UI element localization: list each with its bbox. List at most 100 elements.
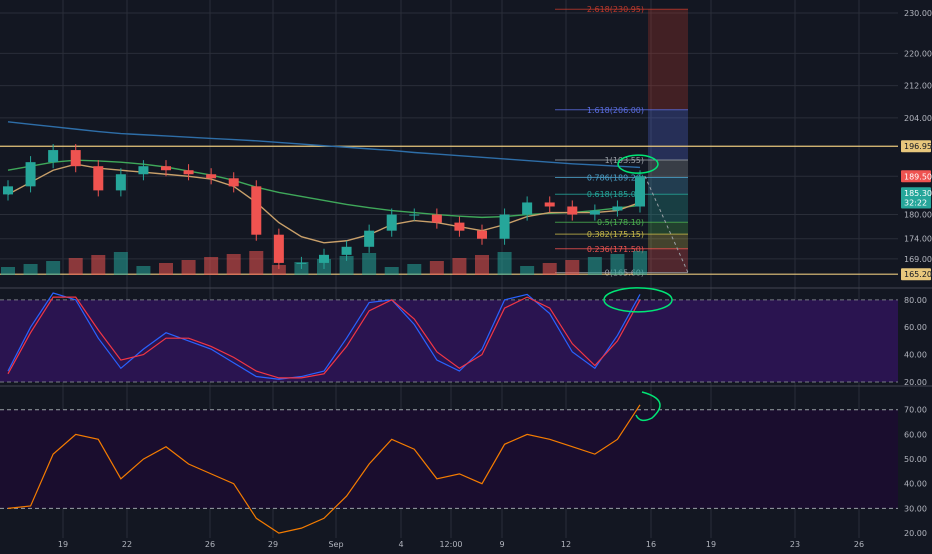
- price-axis-tick: 180.00: [904, 211, 932, 220]
- candle-body: [477, 230, 487, 239]
- volume-bar: [68, 258, 83, 275]
- volume-bar: [136, 266, 151, 275]
- price-badge-label: 196.95: [904, 142, 932, 151]
- candle-body: [386, 214, 397, 231]
- stoch-axis-tick: 80.00: [904, 296, 927, 305]
- moving-average-line: [7, 121, 641, 169]
- fib-level-label: 0.786(189.20): [587, 173, 644, 182]
- price-badge: [901, 196, 931, 209]
- annotation-circle: [603, 287, 673, 313]
- x-axis-label: 26: [205, 540, 215, 549]
- rsi-axis-tick: 20.00: [904, 529, 927, 538]
- candle-body: [319, 254, 329, 263]
- candle-body: [522, 202, 533, 215]
- stoch-axis-tick: 60.00: [904, 323, 927, 332]
- candle-body: [161, 166, 171, 171]
- price-badge-label: 165.20: [904, 270, 932, 279]
- x-axis-strip: [0, 538, 932, 550]
- candle-body: [228, 178, 239, 187]
- price-axis-tick: 169.00: [904, 255, 932, 264]
- candle-body: [273, 234, 284, 263]
- candle-body: [612, 206, 623, 211]
- rsi-line: [7, 404, 641, 534]
- volume-bar: [249, 251, 264, 275]
- candle-body: [589, 210, 600, 215]
- fib-zone: [648, 109, 688, 160]
- rsi-axis-tick: 70.00: [904, 406, 927, 415]
- candle-body: [364, 230, 375, 247]
- moving-average-line: [7, 159, 641, 219]
- volume-bar: [587, 257, 602, 275]
- candle-body: [183, 170, 194, 175]
- fib-level-label: 2.618(230.95): [587, 5, 644, 14]
- candle-body: [499, 214, 510, 239]
- volume-bar: [452, 258, 467, 275]
- moving-average-line: [7, 163, 641, 244]
- fib-level-label: 0.382(175.15): [587, 230, 644, 239]
- candle-body: [115, 174, 126, 191]
- price-axis-tick: 174.00: [904, 235, 932, 244]
- x-axis-label: 12: [561, 540, 571, 549]
- volume-bar: [384, 267, 399, 275]
- volume-bar: [633, 251, 647, 275]
- price-badge-label: 185.30: [904, 189, 932, 198]
- volume-bar: [475, 255, 489, 275]
- candle-body: [70, 150, 81, 167]
- candle-body: [544, 202, 555, 207]
- candle-body: [206, 174, 217, 179]
- stoch-axis-tick: 20.00: [904, 378, 927, 387]
- x-axis-label: 19: [706, 540, 716, 549]
- volume-bar: [542, 263, 557, 275]
- price-badge: [901, 187, 931, 200]
- stoch-band: [0, 299, 898, 382]
- fib-level-label: 0.618(185.05): [587, 190, 644, 199]
- fib-zone: [648, 234, 688, 249]
- volume-bar: [46, 261, 61, 275]
- x-axis-label: 16: [646, 540, 656, 549]
- rsi-axis-tick: 50.00: [904, 455, 927, 464]
- fib-zone: [648, 177, 688, 195]
- rsi-axis-tick: 60.00: [904, 430, 927, 439]
- annotation-circle: [617, 154, 659, 174]
- fib-level-label: 0.5(178.10): [597, 218, 644, 227]
- annotation-circle: [635, 391, 661, 422]
- fib-zone: [648, 159, 688, 178]
- price-axis-tick: 220.00: [904, 49, 932, 58]
- x-axis-label: 19: [58, 540, 68, 549]
- candle-body: [48, 150, 59, 163]
- fib-level-label: 0.236(171.50): [587, 245, 644, 254]
- volume-bar: [159, 263, 173, 275]
- x-axis-label: 4: [398, 540, 403, 549]
- price-badge-label: 32:22: [904, 198, 927, 207]
- stoch-axis-tick: 40.00: [904, 351, 927, 360]
- candle-body: [454, 222, 465, 231]
- volume-bar: [91, 255, 106, 275]
- candle-body: [409, 214, 420, 216]
- candle-body: [25, 162, 36, 187]
- fib-level-label: 1.618(206.00): [587, 106, 644, 115]
- volume-bar: [497, 252, 512, 275]
- x-axis-label: 26: [854, 540, 864, 549]
- volume-bar: [565, 260, 580, 275]
- candle-body: [3, 186, 13, 195]
- price-badge: [901, 170, 931, 183]
- volume-bar: [271, 265, 286, 275]
- volume-bar: [113, 252, 128, 275]
- candle-body: [251, 186, 262, 235]
- volume-bar: [181, 260, 196, 275]
- fib-level-label: 1(193.55): [605, 156, 644, 165]
- volume-bar: [226, 254, 241, 275]
- x-axis-label: 12:00: [439, 540, 462, 549]
- x-axis-label: 9: [499, 540, 504, 549]
- rsi-axis-tick: 40.00: [904, 480, 927, 489]
- fib-zone: [648, 248, 688, 273]
- candle-body: [567, 206, 578, 215]
- price-axis-tick: 230.00: [904, 9, 932, 18]
- price-axis-tick: 204.00: [904, 114, 932, 123]
- volume-bar: [610, 254, 625, 275]
- x-axis-label: 22: [122, 540, 132, 549]
- fib-zone: [648, 194, 688, 223]
- candle-body: [93, 166, 104, 191]
